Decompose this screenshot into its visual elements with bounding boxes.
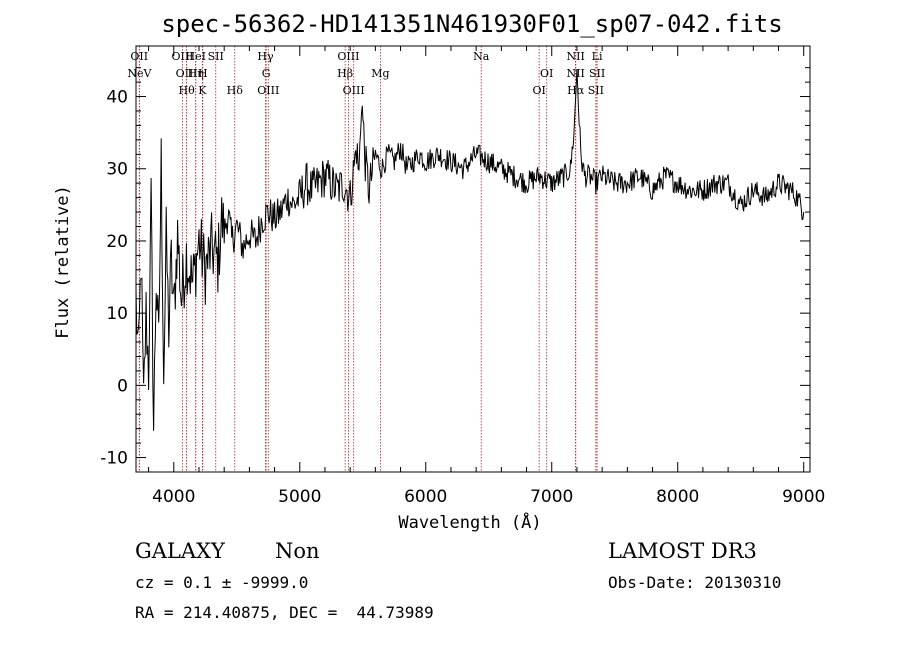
- spectral-line-label: OIII: [343, 84, 365, 97]
- x-tick-label: 6000: [404, 487, 447, 507]
- spectral-line-label: OII: [130, 50, 148, 63]
- spectral-line-label: NeV: [127, 67, 152, 80]
- spectral-line-label: SII: [588, 84, 604, 97]
- spectral-line-label: K: [198, 84, 207, 97]
- spectral-line-label: OIII: [337, 50, 359, 63]
- spectrum-series-line: [135, 69, 805, 431]
- y-tick-label: 40: [106, 88, 128, 108]
- spectral-line-label: G: [262, 67, 271, 80]
- spectral-line-label: OIII: [257, 84, 279, 97]
- spectral-line-label: Hθ: [179, 84, 196, 97]
- spectral-line-label: SII: [589, 67, 605, 80]
- x-tick-label: 7000: [530, 487, 573, 507]
- ra-dec-coordinates: RA = 214.40875, DEC = 44.73989: [135, 603, 434, 622]
- observation-date: Obs-Date: 20130310: [608, 573, 782, 592]
- spectral-line-label: OIII: [171, 50, 193, 63]
- spectral-line-label: OI: [532, 84, 545, 97]
- x-axis-label: Wavelength (Å): [398, 511, 541, 533]
- y-tick-label: 30: [106, 160, 128, 180]
- spectral-line-label: Hδ: [227, 84, 244, 97]
- y-axis-label: Flux (relative): [53, 185, 73, 339]
- chart-title: spec-56362-HD141351N461930F01_sp07-042.f…: [161, 10, 782, 38]
- spectral-line-label: SII: [208, 50, 224, 63]
- x-tick-label: 8000: [656, 487, 699, 507]
- spectral-line-label: Hβ: [337, 67, 353, 80]
- spectral-line-label: H: [198, 67, 208, 80]
- object-class: GALAXY: [135, 539, 225, 563]
- axis-ticks: 4000 5000 6000 7000 8000 9000 -10 0 10 20 30 40: [100, 46, 825, 507]
- x-tick-label: 5000: [278, 487, 321, 507]
- y-tick-label: 10: [106, 304, 128, 324]
- y-tick-label: 0: [117, 376, 128, 396]
- spectral-line-label: OI: [540, 67, 553, 80]
- survey-name: LAMOST DR3: [608, 539, 757, 563]
- spectral-line-label: Mg: [371, 67, 389, 80]
- spectrum-chart: spec-56362-HD141351N461930F01_sp07-042.f…: [53, 10, 825, 533]
- spectral-line-label: Hγ: [257, 50, 274, 63]
- redshift-cz: cz = 0.1 ± -9999.0: [135, 573, 309, 592]
- spectral-line-label: Na: [473, 50, 490, 63]
- object-subclass: Non: [275, 539, 320, 563]
- x-tick-label: 9000: [782, 487, 825, 507]
- spectral-line-label: HeI: [185, 50, 205, 63]
- y-tick-label: -10: [100, 449, 128, 469]
- plot-frame: [135, 45, 811, 473]
- x-tick-label: 4000: [152, 487, 195, 507]
- y-tick-label: 20: [106, 232, 128, 252]
